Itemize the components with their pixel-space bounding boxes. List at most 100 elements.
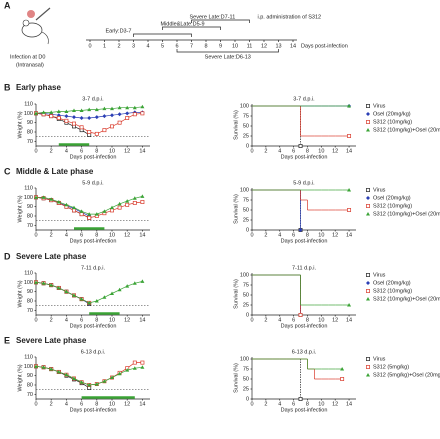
marker <box>41 110 46 114</box>
x-tick-label: 0 <box>34 317 37 323</box>
y-tick-label: 75 <box>243 282 249 288</box>
marker <box>140 360 145 365</box>
legend-label: S312 (10mg/kg)+Osel (20mg/kg) <box>373 127 440 133</box>
annotation: 5-9 d.p.i. <box>82 180 104 186</box>
marker <box>117 112 122 117</box>
phase-label: Severe Late:D7-11 <box>190 14 236 20</box>
timeline-tick-label: 14 <box>290 43 296 49</box>
y-tick-label: 75 <box>243 366 249 372</box>
y-tick-label: 0 <box>246 227 249 233</box>
marker <box>41 195 46 199</box>
x-tick-label: 14 <box>346 148 352 154</box>
annotation: 6-13 d.p.i. <box>81 349 106 355</box>
marker <box>132 105 137 110</box>
axes <box>251 188 356 231</box>
legend-label: Virus <box>373 356 386 362</box>
y-tick-label: 100 <box>24 195 33 201</box>
marker <box>140 200 145 204</box>
timeline-tick-label: 5 <box>161 43 164 49</box>
marker <box>94 212 99 216</box>
y-tick-label: 100 <box>240 103 249 109</box>
section-title: Severe Late phase <box>16 336 87 345</box>
timeline-tick-label: 9 <box>219 43 222 49</box>
x-axis-label: Days post-infection <box>70 154 117 160</box>
marker <box>79 380 84 384</box>
y-tick-label: 90 <box>27 373 33 379</box>
marker <box>79 125 84 130</box>
marker <box>117 205 122 210</box>
x-tick-label: 6 <box>292 401 295 407</box>
x-tick-label: 12 <box>124 148 130 154</box>
timeline-tick-label: 4 <box>146 43 149 49</box>
legend-label: S312 (10mg/kg) <box>373 288 412 294</box>
y-axis-label: Weight (%) <box>17 195 23 222</box>
marker <box>110 113 114 118</box>
marker <box>140 365 145 369</box>
marker <box>117 201 122 206</box>
marker <box>49 114 54 119</box>
marker <box>366 112 370 116</box>
y-tick-label: 90 <box>27 120 33 126</box>
x-tick-label: 2 <box>50 401 53 407</box>
x-tick-label: 14 <box>139 401 145 407</box>
marker <box>56 116 61 120</box>
marker <box>41 281 46 285</box>
x-tick-label: 2 <box>50 148 53 154</box>
marker <box>79 297 84 301</box>
marker <box>72 293 76 297</box>
y-tick-label: 100 <box>240 356 249 362</box>
marker <box>56 109 61 113</box>
marker <box>94 107 99 112</box>
panel-label: C <box>4 166 11 176</box>
marker <box>64 289 69 294</box>
x-axis-label: Days post-infection <box>70 238 117 244</box>
x-tick-label: 0 <box>34 401 37 407</box>
marker <box>49 283 54 287</box>
annotation: 6-13 d.p.i. <box>292 349 317 355</box>
marker <box>366 281 370 285</box>
marker <box>366 204 370 208</box>
y-tick-label: 0 <box>246 312 249 318</box>
marker <box>87 130 92 134</box>
x-tick-label: 10 <box>318 317 324 323</box>
y-tick-label: 70 <box>27 308 33 314</box>
y-tick-label: 70 <box>27 392 33 398</box>
marker <box>72 115 76 120</box>
legend-label: S312 (10mg/kg)+Osel (20mg/kg) <box>373 211 440 217</box>
marker <box>49 110 54 114</box>
marker <box>94 382 99 386</box>
marker <box>87 212 92 216</box>
y-tick-label: 70 <box>27 223 33 229</box>
y-tick-label: 80 <box>27 298 33 304</box>
timeline-tick-label: 1 <box>103 43 106 49</box>
x-tick-label: 8 <box>95 401 98 407</box>
y-axis-label: Survival (%) <box>233 194 239 224</box>
marker <box>79 116 84 120</box>
marker <box>72 108 76 113</box>
phase-bracket <box>162 26 221 30</box>
marker <box>132 112 137 117</box>
x-tick-label: 12 <box>124 232 130 238</box>
marker <box>132 196 137 200</box>
marker <box>64 372 69 377</box>
x-tick-label: 0 <box>250 317 253 323</box>
marker <box>366 365 370 369</box>
y-tick-label: 100 <box>240 187 249 193</box>
x-tick-label: 2 <box>264 317 267 323</box>
x-tick-label: 8 <box>306 317 309 323</box>
marker <box>125 105 130 110</box>
x-tick-label: 4 <box>278 317 281 323</box>
marker <box>132 360 137 365</box>
x-tick-label: 4 <box>278 148 281 154</box>
x-tick-label: 10 <box>318 232 324 238</box>
timeline-tick-label: 13 <box>275 43 281 49</box>
y-tick-label: 50 <box>243 376 249 382</box>
annotation: 5-9 d.p.i. <box>293 180 315 186</box>
y-tick-label: 25 <box>243 217 249 223</box>
x-tick-label: 14 <box>139 232 145 238</box>
marker <box>298 144 303 148</box>
y-tick-label: 50 <box>243 207 249 213</box>
marker <box>110 124 114 129</box>
y-axis-label: Weight (%) <box>17 364 23 391</box>
legend-label: S312 (10mg/kg) <box>373 203 412 209</box>
